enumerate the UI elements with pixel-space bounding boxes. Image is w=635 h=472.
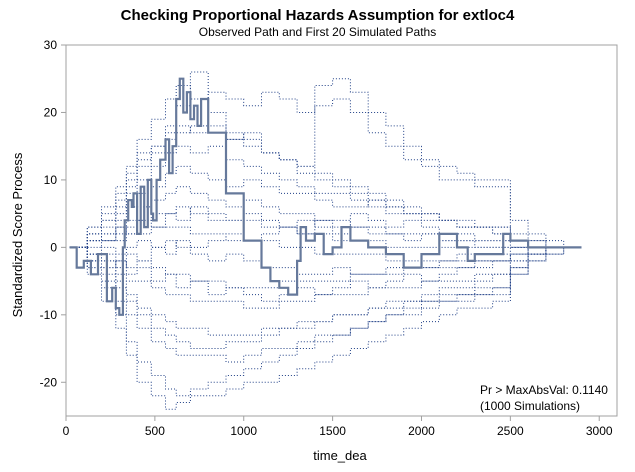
simulated-path-13	[69, 246, 582, 397]
simulated-path-5	[69, 186, 582, 248]
y-tick-label: 10	[44, 173, 58, 187]
simulated-path-12	[69, 246, 582, 363]
simulated-path-16	[69, 246, 582, 302]
simulated-path-2	[69, 78, 582, 248]
simulated-path-10	[69, 246, 582, 309]
x-tick-label: 1000	[230, 424, 257, 438]
chart-title: Checking Proportional Hazards Assumption…	[120, 7, 515, 24]
simulated-path-7	[69, 226, 582, 262]
x-tick-label: 0	[63, 424, 70, 438]
simulated-path-18	[69, 213, 582, 269]
y-tick-label: 20	[44, 105, 58, 119]
chart-subtitle: Observed Path and First 20 Simulated Pat…	[198, 25, 437, 39]
x-tick-label: 2000	[408, 424, 435, 438]
simulated-path-19	[69, 71, 582, 248]
simulated-path-6	[69, 206, 582, 248]
simulated-path-14	[69, 246, 582, 410]
x-tick-label: 500	[145, 424, 165, 438]
x-tick-label: 2500	[497, 424, 524, 438]
y-tick-label: 0	[50, 240, 57, 254]
observed-path-layer	[69, 77, 582, 316]
simulated-paths	[69, 71, 582, 410]
plot-frame	[65, 44, 618, 417]
simulated-path-4	[69, 165, 582, 248]
simulated-path-20	[69, 246, 582, 349]
pvalue-annotation: Pr > MaxAbsVal: 0.1140	[480, 383, 608, 397]
x-axis-title: time_dea	[313, 448, 367, 463]
y-axis: -20 -10 0 10 20 30	[40, 38, 66, 389]
x-axis: 0 500 1000 1500 2000 2500 3000	[63, 416, 613, 438]
y-axis-title: Standardized Score Process	[10, 152, 25, 317]
x-tick-label: 1500	[319, 424, 346, 438]
y-tick-label: 30	[44, 38, 58, 52]
simulations-annotation: (1000 Simulations)	[480, 399, 580, 413]
simulated-path-1	[69, 85, 582, 248]
y-tick-label: -10	[40, 308, 58, 322]
simulated-path-8	[69, 240, 582, 275]
simulated-path-11	[69, 246, 582, 336]
y-tick-label: -20	[40, 375, 58, 389]
simulated-path-3	[69, 145, 582, 248]
observed-path	[69, 77, 582, 316]
x-tick-label: 3000	[586, 424, 613, 438]
